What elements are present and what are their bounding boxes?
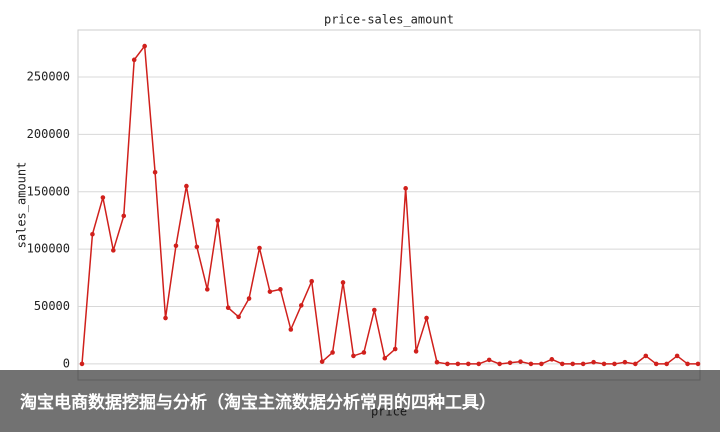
point [330, 350, 335, 355]
point [278, 287, 283, 292]
point [424, 315, 429, 321]
point [476, 361, 482, 367]
y-tick-label: 50000 [34, 299, 70, 313]
point [664, 361, 669, 367]
marks: 0 50000 100000 150000 200000 250000 [27, 43, 701, 370]
point [288, 327, 294, 332]
point [194, 244, 200, 250]
point [591, 359, 596, 365]
point [507, 360, 513, 366]
point [361, 350, 367, 355]
point [413, 349, 419, 354]
point [539, 361, 544, 367]
point [518, 359, 523, 364]
series-line [81, 44, 698, 365]
point [257, 245, 262, 251]
point [528, 361, 534, 367]
point [142, 43, 147, 49]
y-tick-label: 0 [63, 356, 70, 370]
point [111, 248, 116, 253]
point [674, 353, 680, 359]
chart-title: price-sales_amount [324, 13, 454, 27]
point [372, 307, 377, 313]
point [612, 361, 617, 367]
point [340, 280, 346, 285]
point [403, 186, 408, 191]
point [184, 183, 189, 189]
point [466, 361, 471, 367]
point [152, 169, 158, 175]
point [434, 359, 440, 365]
point [100, 195, 106, 200]
point [445, 361, 450, 367]
point [653, 361, 659, 367]
point [267, 289, 273, 294]
point [121, 213, 127, 219]
point [455, 361, 461, 367]
y-tick-label: 150000 [27, 184, 70, 198]
plot-frame [77, 29, 701, 381]
point [79, 361, 85, 367]
point [173, 243, 179, 249]
point [204, 287, 210, 292]
point [382, 355, 388, 361]
point [497, 361, 502, 367]
point [685, 361, 690, 367]
point [633, 361, 638, 367]
point [215, 218, 221, 223]
y-tick-label: 250000 [27, 70, 70, 84]
point [246, 296, 252, 301]
point [131, 57, 137, 63]
point [236, 314, 241, 320]
point [309, 279, 314, 284]
point [298, 303, 304, 308]
point [351, 353, 356, 359]
point [90, 231, 95, 237]
point [486, 357, 492, 363]
y-tick-label: 100000 [27, 242, 70, 256]
point [163, 315, 168, 321]
point [549, 357, 555, 362]
point [559, 361, 565, 367]
point [319, 359, 325, 364]
y-axis-label: sales_amount [15, 162, 29, 249]
point [695, 361, 701, 367]
point [570, 361, 576, 367]
caption-band [0, 370, 720, 432]
point [601, 361, 607, 367]
y-tick-label: 200000 [27, 127, 70, 141]
point [622, 359, 628, 365]
point [580, 361, 586, 367]
point [225, 305, 231, 311]
point [392, 346, 398, 352]
caption: 淘宝电商数据挖掘与分析（淘宝主流数据分析常用的四种工具） [20, 392, 496, 413]
point [643, 353, 649, 359]
